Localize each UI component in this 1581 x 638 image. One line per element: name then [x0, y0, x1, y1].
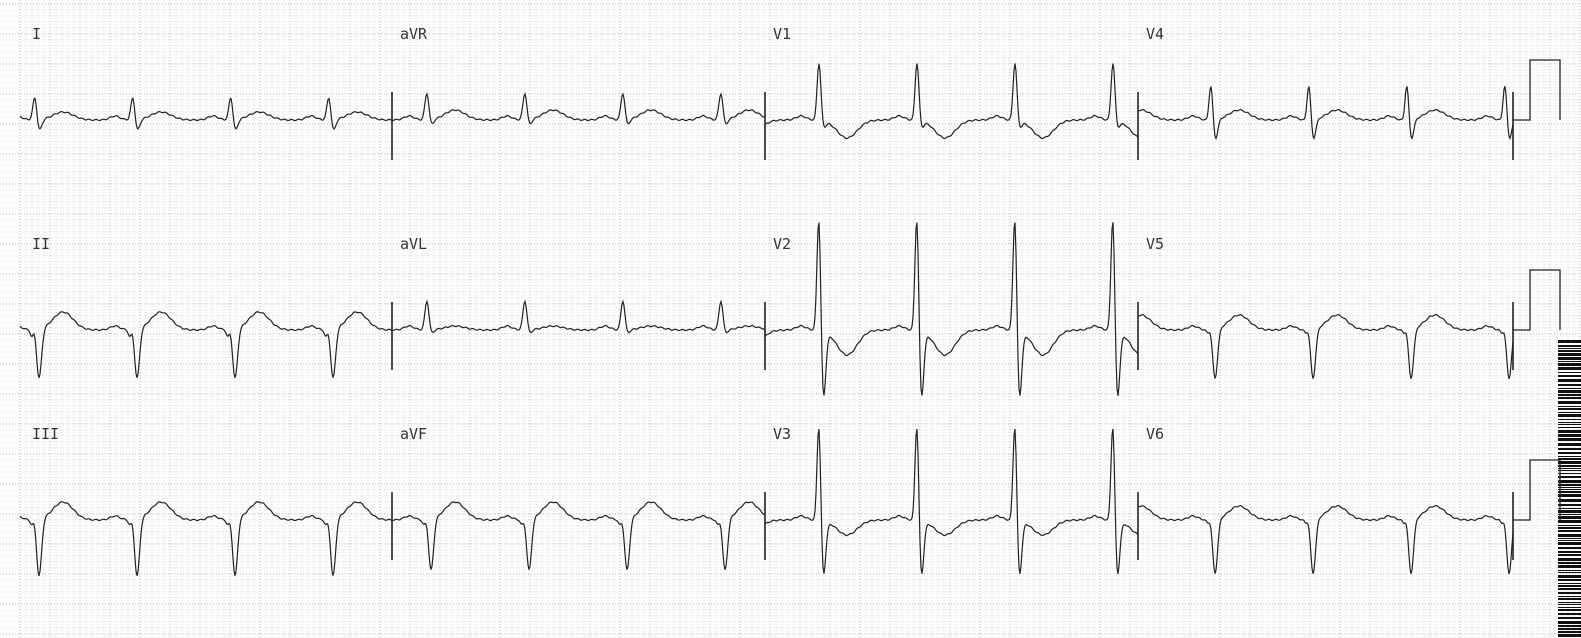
lead-trace-aVF — [392, 502, 765, 570]
lead-trace-I — [20, 98, 392, 129]
lead-trace-V5 — [1138, 315, 1513, 379]
lead-label-aVF: aVF — [400, 425, 427, 443]
lead-label-III: III — [32, 425, 59, 443]
lead-label-V6: V6 — [1146, 425, 1164, 443]
lead-trace-V3 — [765, 429, 1138, 574]
ecg-sheet: IaVR V1 V4 II aVL V2 V5 III aVF V3 V6 — [0, 0, 1581, 638]
lead-trace-V2 — [765, 222, 1138, 395]
lead-trace-V4 — [1138, 86, 1513, 138]
lead-label-V4: V4 — [1146, 25, 1164, 43]
lead-label-V3: V3 — [773, 425, 791, 443]
lead-label-II: II — [32, 235, 50, 253]
lead-label-aVL: aVL — [400, 235, 427, 253]
lead-trace-III — [20, 502, 392, 576]
lead-label-I: I — [32, 25, 41, 43]
lead-trace-aVL — [392, 302, 765, 333]
ecg-traces — [0, 0, 1581, 638]
calibration-pulse — [1513, 270, 1560, 330]
calibration-pulse — [1513, 60, 1560, 120]
lead-trace-V1 — [765, 63, 1138, 138]
lead-label-V5: V5 — [1146, 235, 1164, 253]
lead-trace-II — [20, 312, 392, 378]
lead-label-aVR: aVR — [400, 25, 427, 43]
lead-trace-aVR — [392, 94, 765, 124]
calibration-pulse — [1513, 460, 1560, 520]
lead-trace-V6 — [1138, 506, 1513, 574]
lead-label-V1: V1 — [773, 25, 791, 43]
lead-label-V2: V2 — [773, 235, 791, 253]
